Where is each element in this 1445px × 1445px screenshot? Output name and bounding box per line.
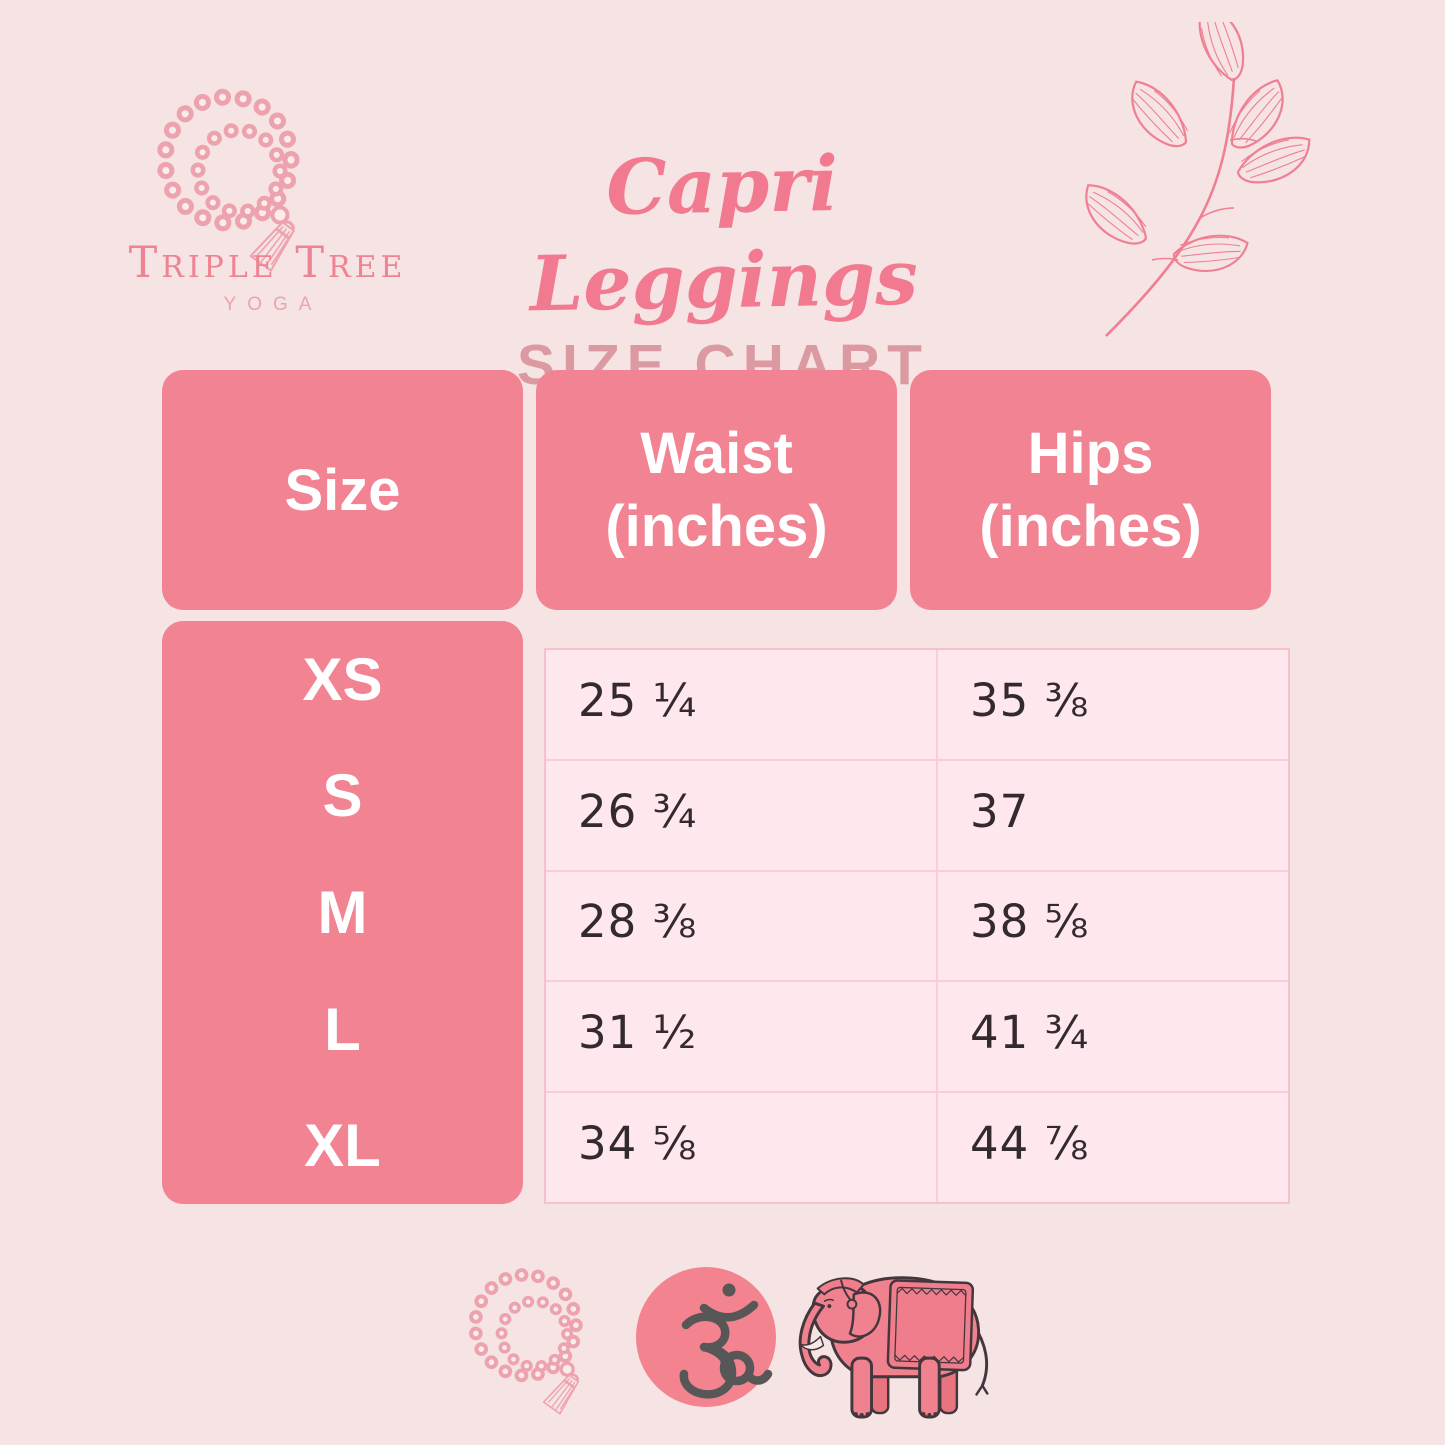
table-row: 28 ⅜ 38 ⅝: [546, 869, 1288, 981]
waist-value: 28 ⅜: [578, 895, 698, 949]
mala-beads-icon: [460, 1258, 612, 1438]
waist-value: 34 ⅝: [578, 1117, 698, 1171]
leaf-branch-icon: [1082, 22, 1311, 337]
brand-subtitle: YOGA: [223, 294, 323, 316]
column-header-label: Waist: [640, 421, 793, 486]
size-label-xl: XL: [304, 1112, 381, 1180]
hips-value: 35 ⅜: [936, 650, 1288, 759]
column-header-label: Size: [284, 457, 401, 523]
hips-value: 38 ⅝: [936, 871, 1288, 981]
column-header-label: Hips: [1027, 421, 1154, 486]
column-header-unit: (inches): [979, 494, 1202, 559]
column-header-unit: (inches): [605, 494, 828, 559]
size-column: XS S M L XL: [162, 621, 523, 1204]
hips-value: 37: [936, 760, 1288, 870]
header: Capri Leggings SIZE CHART: [418, 138, 1028, 398]
table-row: 34 ⅝ 44 ⅞: [546, 1091, 1288, 1202]
brand-name: Triple Tree: [128, 238, 407, 288]
column-header-size: Size: [162, 370, 523, 610]
elephant-icon: [798, 1276, 989, 1419]
hips-value: 41 ¾: [936, 982, 1288, 1092]
waist-value: 25 ¼: [578, 673, 698, 727]
size-label-m: M: [317, 878, 368, 946]
hips-value: 44 ⅞: [936, 1093, 1288, 1202]
column-header-hips: Hips (inches): [910, 370, 1271, 610]
table-row: 31 ½ 41 ¾: [546, 980, 1288, 1092]
brand-logo: Triple Tree YOGA: [100, 238, 435, 316]
measurements-table: 25 ¼ 35 ⅜ 26 ¾ 37 28 ⅜ 38 ⅝ 31 ½ 41 ¾ 34…: [544, 648, 1290, 1204]
table-row: 26 ¾ 37: [546, 758, 1288, 870]
waist-value: 31 ½: [578, 1006, 698, 1060]
waist-value: 26 ¾: [578, 784, 698, 838]
size-label-s: S: [322, 762, 363, 830]
column-header-waist: Waist (inches): [536, 370, 897, 610]
om-symbol-icon: [636, 1267, 776, 1407]
product-title: Capri Leggings: [529, 138, 919, 329]
size-label-xs: XS: [302, 645, 383, 713]
table-row: 25 ¼ 35 ⅜: [546, 650, 1288, 759]
size-label-l: L: [324, 995, 361, 1063]
